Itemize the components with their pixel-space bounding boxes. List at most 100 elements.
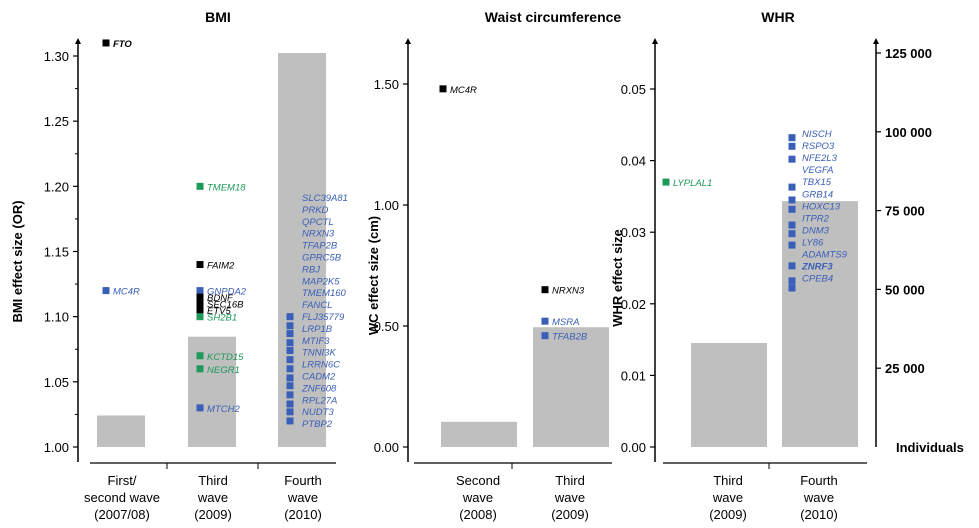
locus-marker <box>286 391 294 399</box>
locus-label: TBX15 <box>802 177 832 188</box>
locus-label: RSPO3 <box>802 141 835 152</box>
y-tick-label: 0.00 <box>621 440 646 455</box>
locus-label: LYPLAL1 <box>673 178 712 189</box>
sample-size-bar <box>278 53 326 447</box>
locus-marker <box>196 313 204 321</box>
x-category-label: (2010) <box>284 507 322 522</box>
y-tick-label: 0.04 <box>621 154 646 169</box>
y-axis-arrow <box>75 38 81 44</box>
locus-label: CPEB4 <box>802 274 833 285</box>
y-tick-label: 1.10 <box>44 310 69 325</box>
locus-marker <box>541 286 549 294</box>
locus-label: ZNRF3 <box>801 262 833 273</box>
locus-label: RPL27A <box>302 395 337 406</box>
y-axis-label: WC effect size (cm) <box>366 216 381 335</box>
locus-label: ETV5 <box>207 306 231 317</box>
locus-label: PTBP2 <box>302 419 333 430</box>
sample-size-bar <box>97 415 145 447</box>
locus-label: DNM3 <box>802 225 830 236</box>
x-category-label: wave <box>197 490 228 505</box>
locus-label: MAP2K5 <box>302 276 340 287</box>
locus-marker <box>196 287 204 295</box>
locus-marker <box>788 230 796 238</box>
y-axis-arrow <box>652 38 658 44</box>
sample-size-bar <box>188 336 236 447</box>
locus-marker <box>788 221 796 229</box>
y-tick-label: 1.00 <box>44 440 69 455</box>
locus-marker <box>196 293 204 301</box>
locus-marker <box>196 182 204 190</box>
x-category-label: (2010) <box>800 507 838 522</box>
locus-label: GNPDA2 <box>207 287 247 298</box>
locus-label: MSRA <box>552 317 579 328</box>
sample-size-bar <box>533 327 609 447</box>
x-category-label: (2009) <box>194 507 232 522</box>
right-axis-tick-label: 125 000 <box>885 46 932 61</box>
locus-marker <box>788 134 796 142</box>
locus-label: MTIF3 <box>302 336 330 347</box>
x-category-label: (2007/08) <box>94 507 150 522</box>
locus-label: NFE2L3 <box>802 153 838 164</box>
x-category-label: second wave <box>84 490 160 505</box>
locus-marker <box>439 85 447 93</box>
locus-label: TMEM160 <box>302 288 347 299</box>
locus-marker <box>541 332 549 340</box>
locus-marker <box>788 205 796 213</box>
x-category-label: wave <box>554 490 585 505</box>
locus-marker <box>286 365 294 373</box>
y-tick-label: 1.50 <box>374 77 399 92</box>
locus-marker <box>286 374 294 382</box>
x-category-label: (2008) <box>459 507 497 522</box>
locus-label: VEGFA <box>802 165 834 176</box>
right-axis-tick-label: 50 000 <box>885 282 925 297</box>
locus-label: QPCTL <box>302 217 334 228</box>
right-axis-tick-label: 25 000 <box>885 361 925 376</box>
locus-label: NRXN3 <box>302 229 335 240</box>
y-tick-label: 1.20 <box>44 179 69 194</box>
y-tick-label: 0.00 <box>374 440 399 455</box>
locus-label: FAIM2 <box>207 261 235 272</box>
locus-marker <box>788 277 796 285</box>
chart-title: Waist circumference <box>485 9 622 25</box>
locus-label: TMEM18 <box>207 182 246 193</box>
locus-label: RBJ <box>302 264 320 275</box>
locus-label: GPRC5B <box>302 253 342 264</box>
locus-label: NISCH <box>802 129 832 140</box>
locus-label: MTCH2 <box>207 404 240 415</box>
locus-marker <box>102 39 110 47</box>
locus-label: SLC39A81 <box>302 193 348 204</box>
locus-label: TNNI3K <box>302 348 336 359</box>
locus-marker <box>102 287 110 295</box>
x-category-label: Third <box>713 473 743 488</box>
x-category-label: (2009) <box>551 507 589 522</box>
locus-label: KCTD15 <box>207 352 244 363</box>
locus-marker <box>662 178 670 186</box>
x-category-label: wave <box>287 490 318 505</box>
sample-size-bar <box>691 342 767 447</box>
y-tick-label: 0.03 <box>621 225 646 240</box>
locus-label: TFAB2B <box>552 332 588 343</box>
right-axis-tick-label: 100 000 <box>885 125 932 140</box>
locus-marker <box>788 155 796 163</box>
locus-label: ADAMTS9 <box>801 250 848 261</box>
locus-marker <box>286 339 294 347</box>
locus-marker <box>286 382 294 390</box>
locus-label: LRRN6C <box>302 360 340 371</box>
locus-marker <box>286 322 294 330</box>
x-category-label: Fourth <box>284 473 322 488</box>
x-category-label: Third <box>198 473 228 488</box>
locus-label: BDNF <box>207 293 234 304</box>
locus-label: LY86 <box>802 237 824 248</box>
y-tick-label: 1.30 <box>44 49 69 64</box>
locus-label: ITPR2 <box>802 213 830 224</box>
y-tick-label: 1.25 <box>44 114 69 129</box>
y-axis-label: BMI effect size (OR) <box>10 200 25 322</box>
locus-marker <box>788 183 796 191</box>
locus-label: SH2B1 <box>207 313 237 324</box>
right-axis-label: Individuals <box>896 440 964 455</box>
locus-label: LRP1B <box>302 324 333 335</box>
right-axis-arrow <box>873 38 879 44</box>
locus-marker <box>196 306 204 314</box>
locus-label: PRKD <box>302 205 329 216</box>
